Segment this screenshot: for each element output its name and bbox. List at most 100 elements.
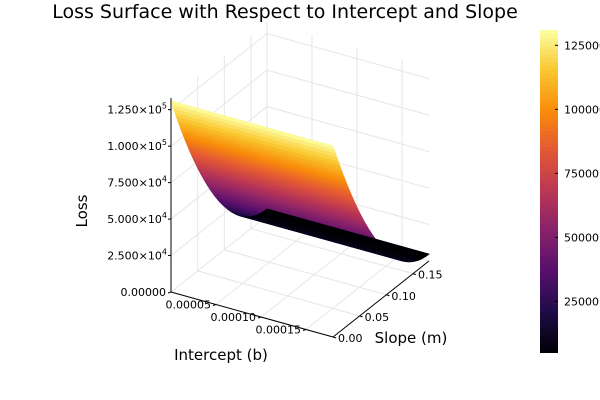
colorbar-segment [540,118,558,124]
colorbar-tick-label: 100000 [564,103,600,116]
colorbar-segment [540,130,558,136]
colorbar-segment [540,292,558,298]
colorbar-segment [540,66,558,71]
colorbar-segment [540,110,558,116]
colorbar-segment [540,38,558,43]
colorbar-segment [540,155,558,160]
x-tick-label: 0.00010 [211,311,257,324]
colorbar-segment [540,207,558,213]
colorbar-segment [540,143,558,148]
x-tick-mark [167,291,172,294]
x-tick-mark [212,304,217,306]
colorbar-segment [540,179,558,185]
z-tick-label: 2.500×104 [107,248,167,263]
colorbar-segment [540,288,558,294]
colorbar-segment [540,58,558,63]
colorbar-segment [540,46,558,51]
colorbar-segment [540,90,558,96]
colorbar-segment [540,199,558,205]
colorbar-tick-label: 50000 [564,231,599,244]
colorbar-segment [540,134,558,140]
colorbar-segment [540,183,558,189]
colorbar-segment [540,54,558,59]
grid-line [260,240,358,318]
grid-line [305,253,403,330]
colorbar-segment [540,284,558,289]
colorbar-segment [540,34,558,39]
colorbar-segment [540,122,558,128]
grid-line [224,249,387,296]
colorbar-segment [540,163,558,168]
colorbar-segment [540,248,558,253]
z-tick-label: 7.500×104 [107,175,167,190]
y-tick-mark [332,336,337,339]
colorbar-segment [540,320,558,326]
colorbar-segment [540,171,558,176]
colorbar-segment [540,126,558,132]
colorbar-segment [540,280,558,285]
colorbar-segment [540,332,558,338]
colorbar-segment [540,50,558,55]
grid-line [197,270,360,317]
colorbar-segment [540,98,558,104]
grid-line [215,228,313,305]
colorbar-segment [540,159,558,164]
y-tick-label: 0.05 [365,311,390,324]
colorbar-segment [540,264,558,269]
colorbar-tick-label: 125000 [564,39,600,52]
colorbar-segment [540,344,558,350]
colorbar-segment [540,94,558,100]
colorbar-segment [540,102,558,108]
colorbar-segment [540,296,558,302]
x-tick-label: 0.00015 [256,324,302,337]
colorbar-segment [540,304,558,310]
y-tick-mark [359,315,363,318]
colorbar-segment [540,316,558,322]
grid-line [170,33,430,111]
colorbar-segment [540,252,558,257]
colorbar-segment [540,70,558,76]
colorbar-segment [540,30,558,35]
colorbar-segment [540,308,558,314]
x-axis-label: Intercept (b) [174,346,268,364]
colorbar-segment [540,256,558,261]
y-tick-label: 0.00 [338,332,363,345]
loss-surface [170,100,430,263]
y-axis-label: Slope (m) [375,329,448,347]
colorbar-segment [540,106,558,112]
surface-strip [264,208,430,256]
colorbar-segment [540,62,558,67]
colorbar-segment [540,86,558,92]
colorbar-tick-label: 25000 [564,295,599,308]
colorbar-segment [540,268,558,273]
colorbar-segment [540,74,558,80]
colorbar-gradient [540,30,558,353]
colorbar-segment [540,78,558,84]
colorbar-segment [540,223,558,229]
colorbar-segment [540,348,558,353]
colorbar-segment [540,260,558,265]
colorbar-tick-label: 75000 [564,167,599,180]
colorbar-segment [540,42,558,47]
z-axis-label: Loss [73,194,91,227]
chart-title: Loss Surface with Respect to Intercept a… [52,1,518,23]
z-tick-label: 1.250×105 [107,102,167,117]
colorbar-segment [540,215,558,221]
y-tick-mark [386,294,390,297]
z-tick-label: 1.000×105 [107,138,167,153]
z-tick-label: 5.000×104 [107,211,167,226]
colorbar-segment [540,114,558,120]
colorbar-segment [540,219,558,225]
colorbar-segment [540,324,558,330]
x-tick-mark [257,316,262,319]
grid-line [170,215,268,293]
colorbar-segment [540,328,558,334]
colorbar-segment [540,336,558,342]
colorbar-segment [540,82,558,88]
colorbar-segment [540,191,558,197]
colorbar-segment [540,231,558,237]
x-tick-label: 0.00005 [166,299,212,312]
colorbar-segment [540,167,558,172]
